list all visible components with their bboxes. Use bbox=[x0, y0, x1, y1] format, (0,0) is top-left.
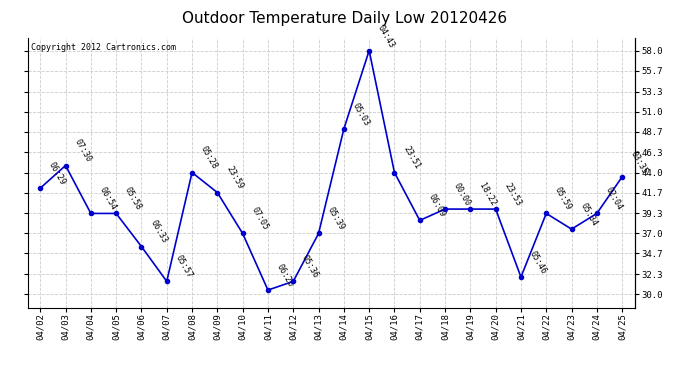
Text: 05:46: 05:46 bbox=[528, 249, 548, 276]
Text: 05:39: 05:39 bbox=[326, 206, 346, 232]
Text: 23:51: 23:51 bbox=[402, 145, 422, 171]
Text: 06:09: 06:09 bbox=[426, 193, 447, 219]
Text: 00:00: 00:00 bbox=[452, 182, 472, 208]
Text: 02:04: 02:04 bbox=[604, 186, 624, 212]
Text: 05:57: 05:57 bbox=[174, 254, 194, 280]
Text: 23:59: 23:59 bbox=[224, 165, 244, 191]
Text: 04:43: 04:43 bbox=[376, 23, 396, 49]
Text: 05:34: 05:34 bbox=[578, 202, 599, 228]
Text: 05:03: 05:03 bbox=[351, 101, 371, 128]
Text: 23:53: 23:53 bbox=[502, 182, 523, 208]
Text: 05:36: 05:36 bbox=[300, 254, 320, 280]
Text: Outdoor Temperature Daily Low 20120426: Outdoor Temperature Daily Low 20120426 bbox=[182, 11, 508, 26]
Text: 03:35: 03:35 bbox=[629, 149, 649, 176]
Text: 07:05: 07:05 bbox=[250, 206, 270, 232]
Text: 06:20: 06:20 bbox=[275, 262, 295, 289]
Text: 05:28: 05:28 bbox=[199, 145, 219, 171]
Text: 06:29: 06:29 bbox=[47, 160, 68, 187]
Text: Copyright 2012 Cartronics.com: Copyright 2012 Cartronics.com bbox=[30, 43, 176, 52]
Text: 07:30: 07:30 bbox=[72, 138, 92, 164]
Text: 18:22: 18:22 bbox=[477, 182, 497, 208]
Text: 06:54: 06:54 bbox=[98, 186, 118, 212]
Text: 06:33: 06:33 bbox=[148, 219, 168, 245]
Text: 05:58: 05:58 bbox=[123, 186, 144, 212]
Text: 05:59: 05:59 bbox=[553, 186, 573, 212]
